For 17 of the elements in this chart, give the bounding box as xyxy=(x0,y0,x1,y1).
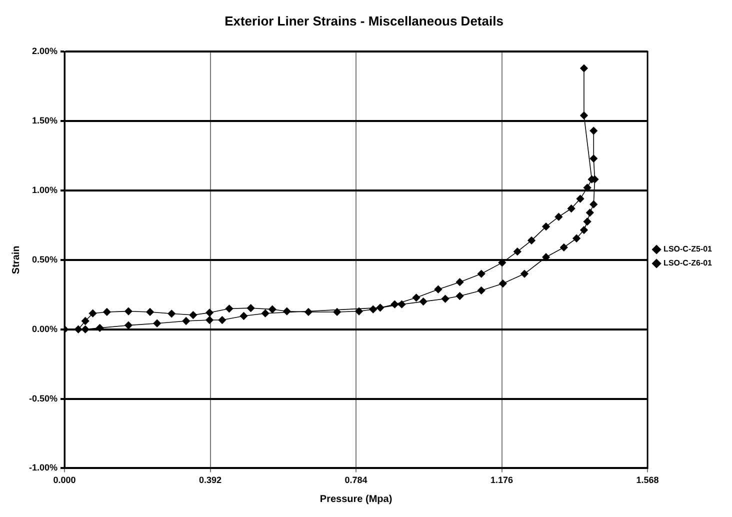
y-tick-label: 0.00% xyxy=(32,324,58,334)
y-axis-title: Strain xyxy=(10,246,22,274)
x-tick-label: 0.784 xyxy=(344,475,368,486)
y-tick-label: 1.50% xyxy=(32,116,58,126)
legend-label: LSO-C-Z6-01 xyxy=(664,258,713,268)
x-tick-label: 0.000 xyxy=(53,475,76,486)
y-tick-label: 2.00% xyxy=(32,46,58,56)
x-axis-title: Pressure (Mpa) xyxy=(320,494,392,505)
x-tick-label: 1.568 xyxy=(636,475,659,486)
y-tick-label: -1.00% xyxy=(28,462,58,473)
x-tick-label: 1.176 xyxy=(490,475,514,486)
x-tick-label: 0.392 xyxy=(199,475,222,486)
y-tick-label: 1.00% xyxy=(32,184,58,195)
legend-label: LSO-C-Z5-01 xyxy=(664,244,713,254)
chart-title: Exterior Liner Strains - Miscellaneous Details xyxy=(224,13,504,28)
y-tick-label: -0.50% xyxy=(28,393,58,404)
y-tick-label: 0.50% xyxy=(32,254,58,264)
